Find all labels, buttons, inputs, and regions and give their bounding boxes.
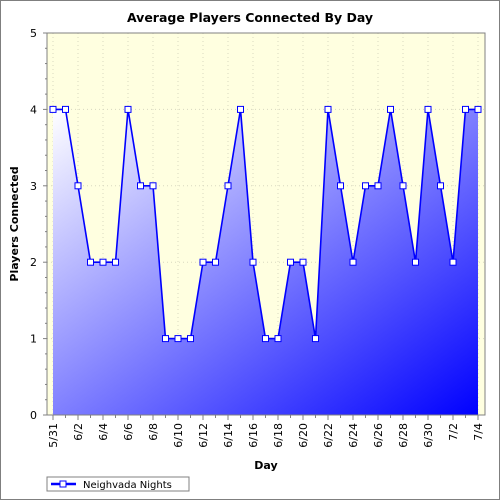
y-tick-label: 0 xyxy=(30,409,37,422)
data-point xyxy=(49,105,57,113)
y-axis-title: Players Connected xyxy=(8,166,21,281)
x-tick-label: 6/24 xyxy=(347,423,360,448)
legend-marker-swatch xyxy=(59,480,67,488)
data-point xyxy=(224,182,232,190)
data-point xyxy=(312,335,319,343)
data-point xyxy=(399,182,407,190)
legend-box xyxy=(46,476,190,492)
data-point xyxy=(412,258,419,266)
x-tick-label: 6/4 xyxy=(97,423,110,441)
data-point xyxy=(449,258,457,266)
x-tick-label: 6/2 xyxy=(72,423,85,441)
data-point xyxy=(99,258,107,266)
x-tick-label: 6/6 xyxy=(122,423,135,441)
data-point xyxy=(212,258,219,266)
data-point xyxy=(74,182,82,190)
y-axis: 0 1 2 3 4 5 xyxy=(30,27,47,422)
y-tick-label: 3 xyxy=(30,180,37,193)
x-tick-label: 7/2 xyxy=(447,423,460,441)
data-point xyxy=(337,182,344,190)
data-point xyxy=(162,335,169,343)
data-point xyxy=(149,182,157,190)
data-point xyxy=(474,105,482,113)
y-tick-label: 4 xyxy=(30,103,37,116)
x-tick-label: 6/26 xyxy=(372,423,385,448)
data-point xyxy=(299,258,307,266)
y-tick-label: 5 xyxy=(30,27,37,40)
chart-title: Average Players Connected By Day xyxy=(127,10,373,25)
data-point xyxy=(362,182,369,190)
x-tick-label: 6/30 xyxy=(422,423,435,448)
data-point xyxy=(174,335,182,343)
x-tick-label: 6/20 xyxy=(297,423,310,448)
data-point xyxy=(274,335,282,343)
data-point xyxy=(124,105,132,113)
data-point xyxy=(437,182,444,190)
legend: Neighvada Nights xyxy=(46,476,190,492)
data-point xyxy=(349,258,357,266)
data-point xyxy=(137,182,144,190)
data-point xyxy=(324,105,332,113)
x-axis-title: Day xyxy=(254,459,277,472)
legend-label: Neighvada Nights xyxy=(83,480,172,491)
x-tick-label: 6/14 xyxy=(222,423,235,448)
data-point xyxy=(249,258,257,266)
data-point xyxy=(62,105,69,113)
x-axis: 5/31 6/2 6/4 6/6 6/8 6/10 6/12 6/14 6/16 6/18 6/20… xyxy=(47,415,485,448)
y-tick-label: 1 xyxy=(30,333,37,346)
data-point xyxy=(387,105,394,113)
x-tick-label: 6/16 xyxy=(247,423,260,448)
data-point xyxy=(112,258,119,266)
data-point xyxy=(199,258,207,266)
data-point xyxy=(187,335,194,343)
data-point xyxy=(424,105,432,113)
data-point xyxy=(262,335,269,343)
data-point xyxy=(87,258,94,266)
x-tick-label: 5/31 xyxy=(47,423,60,448)
data-point xyxy=(462,105,469,113)
x-tick-label: 6/22 xyxy=(322,423,335,448)
x-tick-label: 6/28 xyxy=(397,423,410,448)
x-tick-label: 7/4 xyxy=(472,423,485,441)
y-tick-label: 2 xyxy=(30,256,37,269)
data-point xyxy=(237,105,244,113)
x-tick-label: 6/8 xyxy=(147,423,160,441)
x-tick-label: 6/10 xyxy=(172,423,185,448)
markers xyxy=(49,105,482,343)
x-tick-label: 6/18 xyxy=(272,423,285,448)
x-tick-label: 6/12 xyxy=(197,423,210,448)
data-point xyxy=(374,182,382,190)
data-point xyxy=(287,258,294,266)
